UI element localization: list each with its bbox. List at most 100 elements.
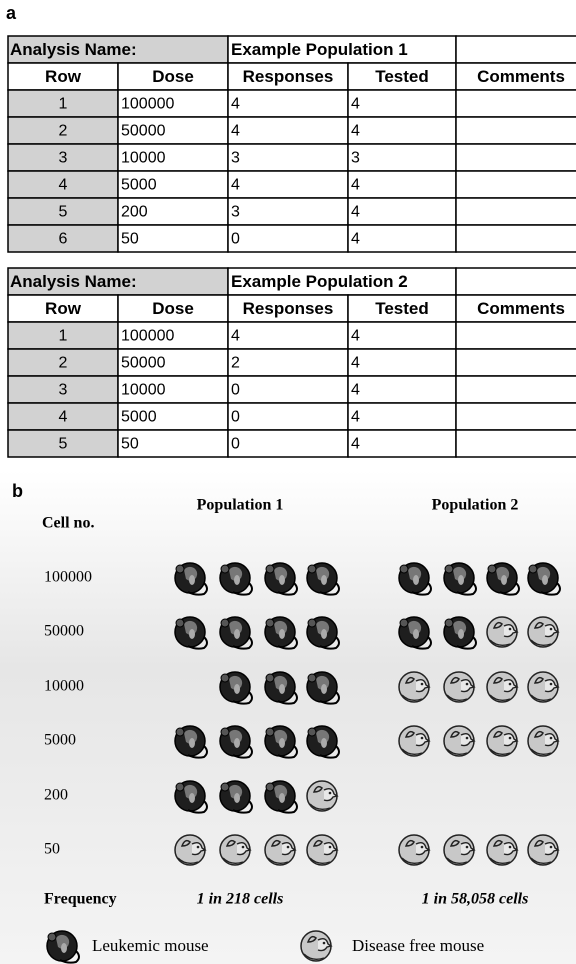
table-cell — [227, 35, 457, 64]
table-value: 4 — [351, 96, 360, 113]
cell-no: 100000 — [44, 569, 92, 586]
disease-free-mouse — [398, 725, 430, 757]
table-cell — [117, 170, 229, 199]
disease-free-mouse — [486, 616, 518, 648]
table-cell — [227, 402, 349, 431]
disease-free-mouse — [443, 834, 475, 866]
disease-free-mouse — [443, 725, 475, 757]
table-value: 50 — [121, 436, 139, 453]
table-value: 10000 — [121, 150, 166, 167]
table-value: 4 — [231, 177, 240, 194]
table-cell — [227, 429, 349, 458]
table-cell — [455, 62, 576, 91]
table-value: 5000 — [121, 177, 157, 194]
table-cell — [455, 224, 576, 253]
disease-free-mouse — [264, 834, 296, 866]
cell-no-label: Cell no. — [42, 515, 94, 532]
disease-free-mouse — [306, 780, 338, 812]
table-value: 3 — [231, 150, 240, 167]
table-cell — [455, 116, 576, 145]
table-cell — [455, 294, 576, 323]
table-value: 10000 — [121, 382, 166, 399]
table-cell — [7, 35, 229, 64]
analysis-name: Example Population 1 — [231, 40, 408, 59]
analysis-name: Example Population 2 — [231, 272, 408, 291]
disease-free-mouse — [306, 834, 338, 866]
table-cell — [347, 429, 457, 458]
table-cell — [227, 321, 349, 350]
table-cell — [455, 89, 576, 118]
analysis-name-label: Analysis Name: — [10, 272, 137, 291]
cell-no: 50 — [44, 841, 60, 858]
table-cell — [7, 348, 119, 377]
table-value: 1 — [59, 96, 68, 113]
table-cell — [227, 375, 349, 404]
table-value: 5 — [59, 204, 68, 221]
table-value: 0 — [231, 231, 240, 248]
frequency: 1 in 58,058 cells — [422, 891, 529, 908]
table-cell — [455, 143, 576, 172]
table-cell — [455, 267, 576, 296]
analysis-name-label: Analysis Name: — [10, 40, 137, 59]
table-cell — [347, 348, 457, 377]
table-cell — [227, 143, 349, 172]
table-cell — [227, 116, 349, 145]
column-header: Responses — [243, 67, 334, 86]
disease-free-mouse — [219, 834, 251, 866]
table-value: 5000 — [121, 409, 157, 426]
disease-free-mouse — [398, 671, 430, 703]
table-cell — [455, 197, 576, 226]
legend-icon — [300, 930, 332, 962]
table-cell — [227, 197, 349, 226]
panel-label: a — [6, 3, 17, 23]
table-value: 3 — [351, 150, 360, 167]
table-value: 4 — [59, 409, 68, 426]
table-cell — [455, 170, 576, 199]
disease-free-mouse — [486, 725, 518, 757]
table-cell — [117, 197, 229, 226]
table-value: 4 — [351, 382, 360, 399]
disease-free-mouse — [174, 834, 206, 866]
table-cell — [7, 375, 119, 404]
table-cell — [347, 143, 457, 172]
column-header: Responses — [243, 299, 334, 318]
table-cell — [347, 224, 457, 253]
table-cell — [7, 62, 119, 91]
table-cell — [347, 375, 457, 404]
frequency: 1 in 218 cells — [197, 891, 284, 908]
table-value: 4 — [351, 436, 360, 453]
cell-no: 10000 — [44, 678, 84, 695]
table-cell — [347, 170, 457, 199]
panel-label: b — [12, 481, 23, 501]
table-value: 4 — [351, 123, 360, 140]
table-value: 3 — [59, 150, 68, 167]
cell-no: 5000 — [44, 732, 76, 749]
table-value: 100000 — [121, 328, 174, 345]
legend-label: Leukemic mouse — [92, 936, 209, 955]
table-value: 2 — [231, 355, 240, 372]
population-header: Population 2 — [432, 497, 519, 514]
disease-free-mouse — [486, 834, 518, 866]
table-cell — [7, 267, 229, 296]
table-cell — [455, 429, 576, 458]
table-value: 3 — [59, 382, 68, 399]
table-value: 3 — [231, 204, 240, 221]
table-value: 2 — [59, 355, 68, 372]
disease-free-mouse — [527, 671, 559, 703]
table-value: 1 — [59, 328, 68, 345]
cell-no: 50000 — [44, 623, 84, 640]
table-value: 5 — [59, 436, 68, 453]
column-header: Dose — [152, 67, 194, 86]
table-cell — [347, 89, 457, 118]
table-value: 4 — [351, 204, 360, 221]
cell-no: 200 — [44, 787, 68, 804]
table-value: 4 — [351, 231, 360, 248]
table-cell — [455, 348, 576, 377]
table-value: 0 — [231, 409, 240, 426]
table-value: 4 — [231, 96, 240, 113]
disease-free-mouse — [527, 834, 559, 866]
table-value: 6 — [59, 231, 68, 248]
column-header: Comments — [477, 67, 565, 86]
